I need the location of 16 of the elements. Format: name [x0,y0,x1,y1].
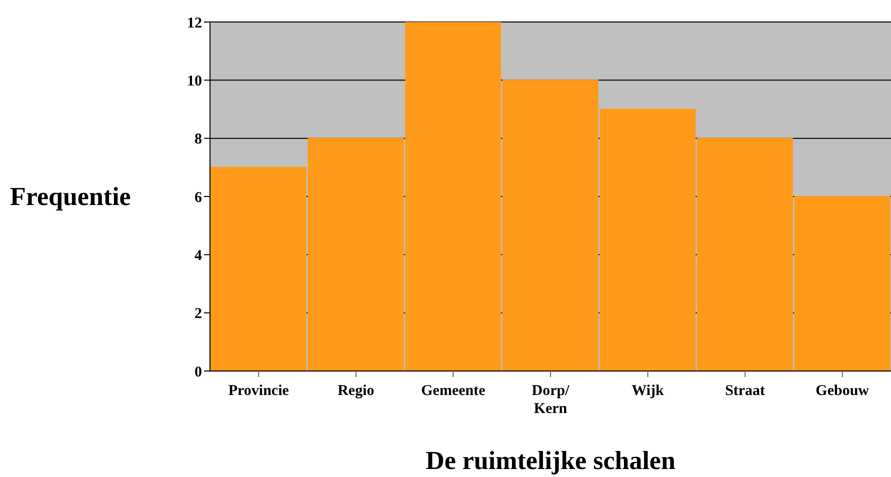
y-tick-label: 4 [194,248,202,264]
x-tick-label: Straat [725,383,766,399]
y-tick-label: 6 [194,190,202,206]
x-axis-title: De ruimtelijke schalen [424,446,676,476]
y-axis-title: Frequentie [10,182,131,212]
x-tick-label: Gebouw [816,383,870,399]
y-tick-label: 12 [187,15,202,32]
y-tick-label: 10 [187,73,202,90]
y-tick-label: 0 [194,364,202,380]
x-tick-label: Provincie [228,383,290,399]
x-tick-label: Wijk [632,383,665,399]
x-tick-label: Regio [338,383,374,399]
y-tick-label: 8 [194,132,202,148]
x-tick-label: Dorp/ Kern [532,383,570,417]
x-tick-label: Gemeente [421,383,486,399]
y-tick-label: 2 [194,306,202,322]
